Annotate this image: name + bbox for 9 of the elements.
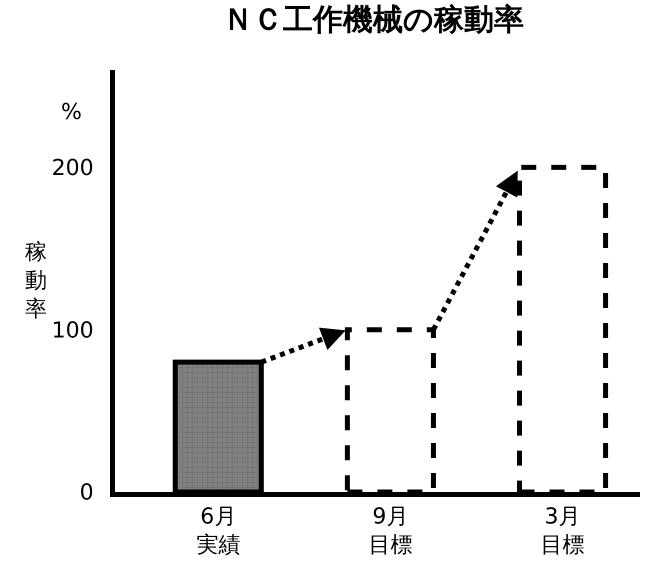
x-tick-label: 6月実績 xyxy=(196,504,240,558)
y-tick-label: 100 xyxy=(52,318,94,344)
x-tick-label: 9月目標 xyxy=(368,504,412,558)
y-tick-label: 200 xyxy=(52,156,94,182)
x-tick-label: 3月目標 xyxy=(540,504,585,558)
y-tick-label: 0 xyxy=(80,480,94,506)
chart-title: ＮＣ工作機械の稼動率 xyxy=(222,2,524,38)
text: % xyxy=(61,100,82,125)
y-axis-title: 稼動率 xyxy=(25,240,47,322)
